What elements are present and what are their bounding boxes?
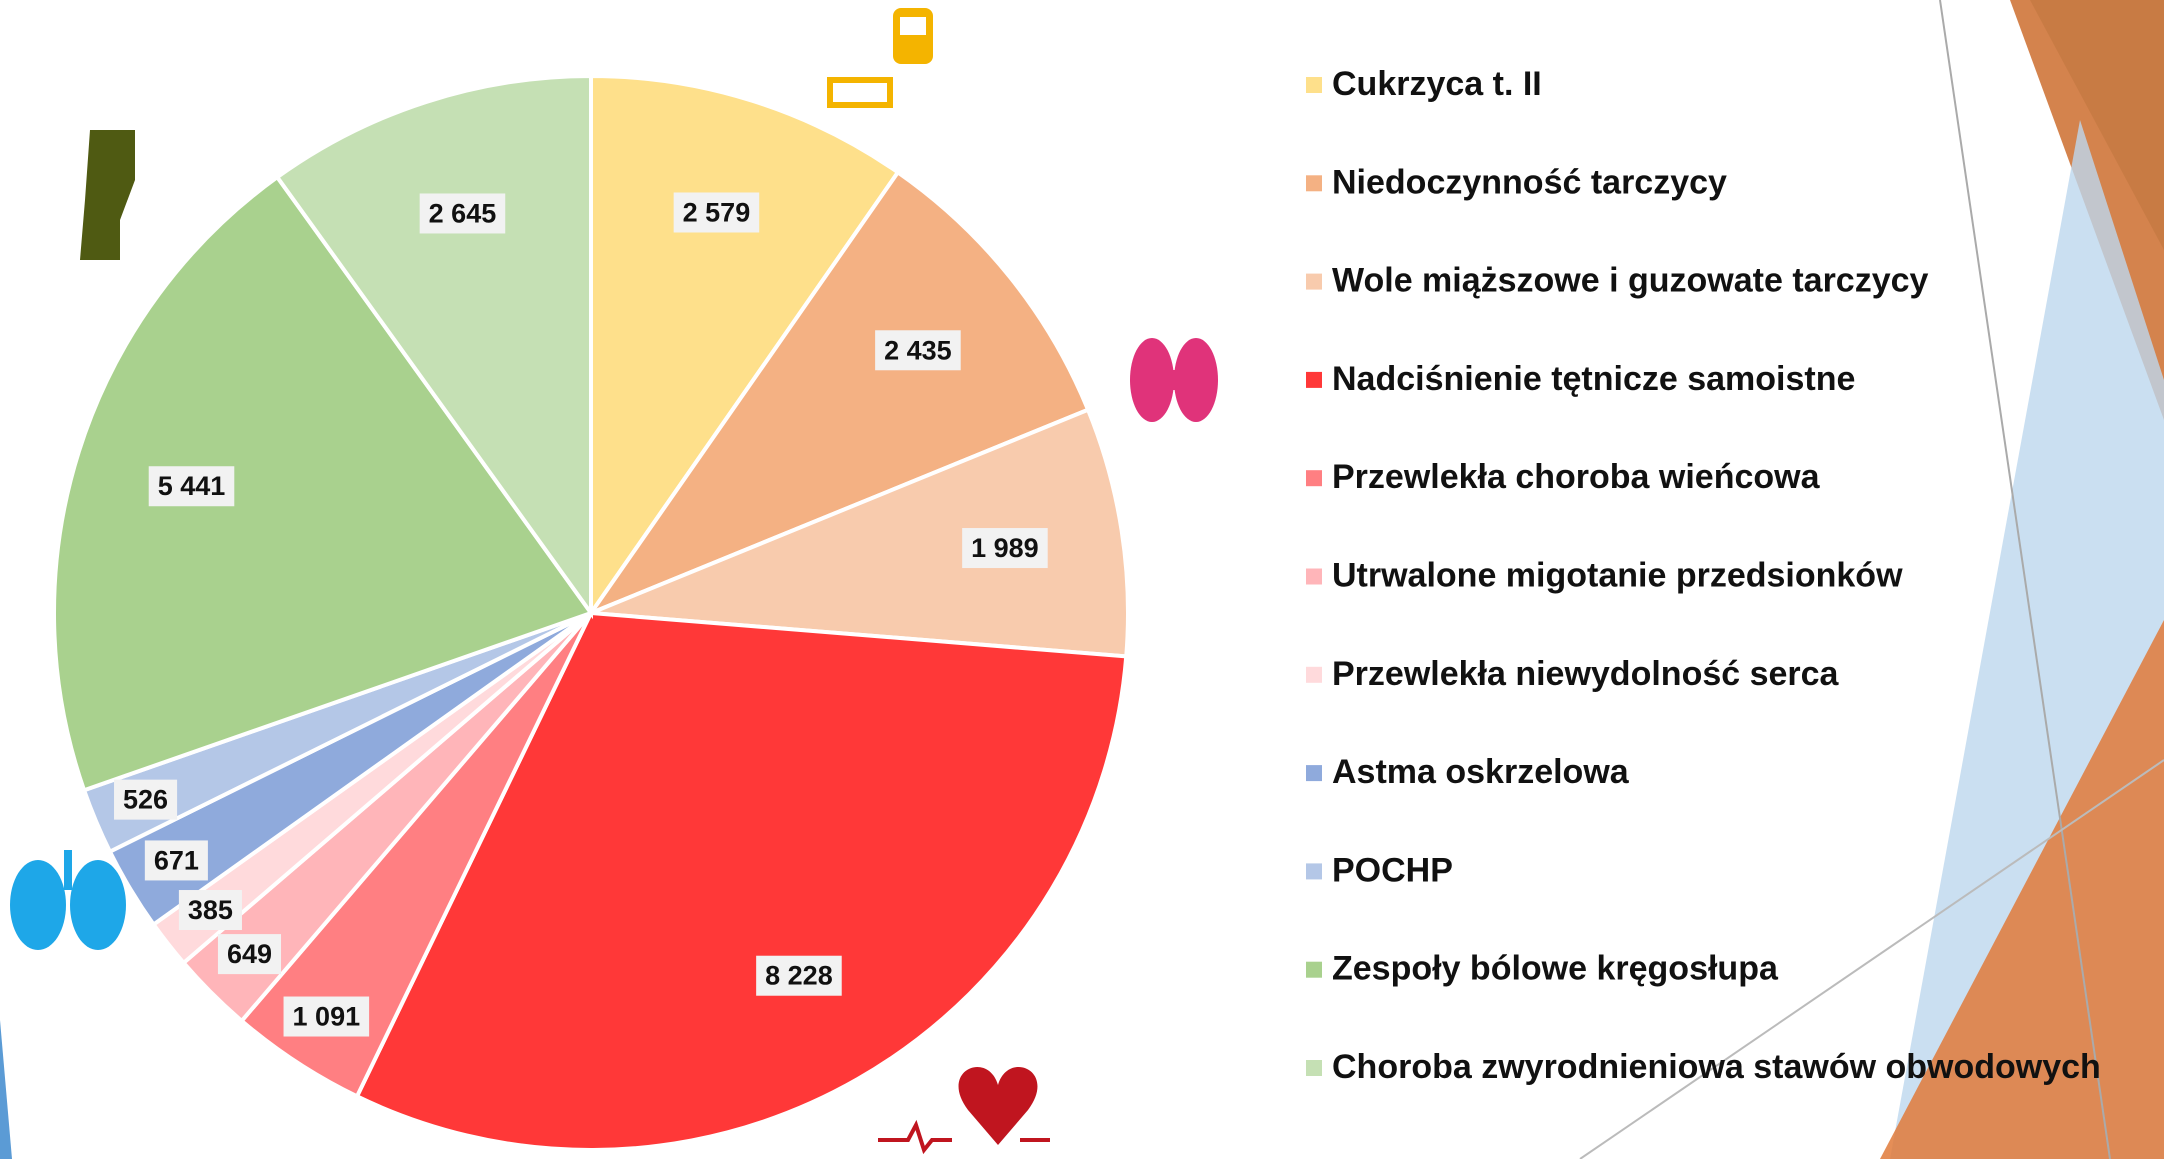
data-label: 385	[179, 890, 242, 930]
legend-swatch	[1306, 372, 1322, 388]
legend-label: Wole miąższowe i guzowate tarczycy	[1332, 262, 1929, 300]
data-label-text: 385	[188, 895, 233, 925]
data-label: 526	[114, 780, 177, 820]
data-label-text: 2 645	[429, 198, 497, 228]
legend-label: Utrwalone migotanie przedsionków	[1332, 556, 1903, 594]
data-label: 649	[218, 934, 281, 974]
data-label: 2 645	[420, 193, 506, 233]
data-label-text: 5 441	[158, 471, 226, 501]
data-label-text: 671	[154, 845, 199, 875]
legend-label: Zespoły bólowe kręgosłupa	[1332, 950, 1779, 988]
legend-label: Choroba zwyrodnieniowa stawów obwodowych	[1332, 1048, 2101, 1086]
legend-label: POCHP	[1332, 851, 1453, 889]
data-label: 1 989	[962, 528, 1048, 568]
legend-label: Astma oskrzelowa	[1332, 753, 1630, 791]
legend-label: Cukrzyca t. II	[1332, 65, 1542, 103]
pie	[54, 76, 1128, 1150]
chart: 2 579 2 435 1 989 8 228 1 091 649 385 671 526 5 4…	[0, 0, 2164, 1159]
data-label: 2 435	[875, 330, 961, 370]
legend-label: Przewlekła choroba wieńcowa	[1332, 458, 1821, 496]
data-label-text: 2 579	[683, 197, 751, 227]
legend-swatch	[1306, 274, 1322, 290]
legend-label: Przewlekła niewydolność serca	[1332, 655, 1840, 693]
legend-swatch	[1306, 470, 1322, 486]
data-label-text: 1 091	[293, 1002, 361, 1032]
legend-swatch	[1306, 175, 1322, 191]
legend-swatch	[1306, 77, 1322, 93]
legend-swatch	[1306, 667, 1322, 683]
data-label: 2 579	[674, 192, 760, 232]
data-label: 671	[145, 840, 208, 880]
data-label-text: 8 228	[765, 961, 833, 991]
legend-label: Nadciśnienie tętnicze samoistne	[1332, 360, 1855, 398]
data-label: 5 441	[149, 466, 235, 506]
legend-label: Niedoczynność tarczycy	[1332, 163, 1727, 201]
data-label-text: 526	[123, 785, 168, 815]
legend-swatch	[1306, 962, 1322, 978]
data-label-text: 2 435	[884, 335, 952, 365]
data-label-text: 1 989	[971, 533, 1039, 563]
data-label-text: 649	[227, 939, 272, 969]
legend-swatch	[1306, 1060, 1322, 1076]
data-label: 8 228	[756, 956, 842, 996]
legend-swatch	[1306, 569, 1322, 585]
legend-swatch	[1306, 863, 1322, 879]
data-label: 1 091	[284, 997, 370, 1037]
legend-swatch	[1306, 765, 1322, 781]
